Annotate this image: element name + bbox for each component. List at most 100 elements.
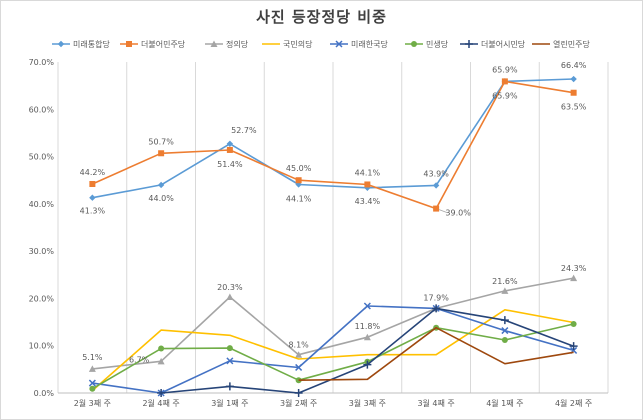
legend-marker-2 — [210, 40, 218, 47]
series-point-1 — [89, 180, 96, 187]
series-point-1 — [158, 150, 165, 157]
data-label: 66.4% — [561, 61, 587, 70]
data-label: 43.9% — [423, 169, 449, 178]
label-leader-line — [438, 209, 448, 213]
series-point-4 — [88, 379, 96, 387]
series-point-6 — [500, 316, 509, 325]
series-point-1 — [295, 177, 302, 184]
data-label: 50.7% — [148, 137, 174, 146]
series-line-5 — [91, 323, 574, 390]
legend-label-4: 미래한국당 — [351, 39, 388, 49]
x-tick-label: 3월 3째 주 — [349, 398, 386, 408]
series-point-1 — [501, 78, 508, 85]
series-point-5 — [89, 385, 96, 392]
series-point-0 — [570, 75, 577, 83]
series-point-2 — [88, 365, 96, 372]
series-point-0 — [432, 182, 440, 189]
series-point-4 — [295, 363, 303, 371]
series-point-4 — [363, 302, 371, 310]
series-point-0 — [364, 184, 371, 191]
data-label: 51.4% — [217, 160, 243, 169]
series-point-0 — [89, 194, 96, 201]
data-label: 65.9% — [492, 91, 518, 100]
data-label: 17.9% — [423, 293, 449, 302]
x-tick-label: 3월 4째 주 — [417, 398, 454, 408]
y-tick-label: 70.0% — [29, 58, 55, 67]
series-point-2 — [363, 333, 371, 341]
data-label: 44.1% — [355, 168, 381, 177]
series-point-2 — [501, 287, 509, 294]
legend-marker-0 — [57, 40, 65, 48]
series-point-4 — [226, 357, 234, 365]
data-label: 41.3% — [80, 207, 106, 216]
data-label: 11.8% — [355, 322, 381, 331]
x-tick-label: 2월 3째 주 — [74, 398, 111, 408]
legend-marker-1 — [126, 41, 132, 47]
x-tick-label: 4월 1째 주 — [486, 398, 523, 408]
data-label: 21.6% — [492, 277, 518, 286]
series-point-6 — [157, 389, 166, 397]
data-label: 24.3% — [561, 264, 587, 273]
x-tick-label: 3월 2째 주 — [280, 398, 317, 408]
series-point-2 — [295, 351, 303, 358]
data-label: 65.9% — [492, 65, 518, 74]
series-point-4 — [501, 327, 509, 335]
data-label: 43.4% — [355, 197, 381, 206]
legend-label-6: 더불어시민당 — [481, 39, 526, 49]
series-point-5 — [226, 345, 233, 352]
data-label: 20.3% — [217, 283, 243, 292]
legend-label-1: 더불어민주당 — [141, 39, 186, 49]
legend-label-3: 국민의당 — [283, 39, 313, 49]
y-tick-label: 40.0% — [29, 200, 55, 209]
x-tick-label: 2월 4째 주 — [142, 398, 179, 408]
data-label: 44.2% — [80, 168, 106, 177]
series-point-5 — [570, 320, 577, 327]
series-point-5 — [158, 345, 165, 352]
data-label: 45.0% — [286, 164, 312, 173]
data-label: 8.1% — [288, 341, 309, 350]
series-point-6 — [569, 342, 578, 351]
data-label: 52.7% — [231, 126, 257, 135]
series-point-6 — [225, 382, 234, 391]
series-point-6 — [363, 360, 372, 369]
series-point-0 — [157, 181, 165, 189]
series-line-7 — [298, 326, 574, 381]
series-point-6 — [294, 389, 303, 397]
series-line-2 — [92, 277, 574, 370]
legend-marker-4 — [335, 40, 343, 48]
series-point-0 — [226, 140, 234, 148]
x-tick-label: 4월 2째 주 — [555, 398, 592, 408]
data-label: 44.0% — [148, 194, 174, 203]
series-line-3 — [91, 309, 574, 392]
series-line-6 — [161, 307, 574, 394]
legend-label-7: 열린민주당 — [553, 39, 590, 49]
data-label: 39.0% — [445, 209, 471, 218]
series-point-2 — [226, 293, 234, 301]
series-line-0 — [92, 78, 574, 199]
x-tick-label: 3월 1째 주 — [211, 398, 248, 408]
series-point-1 — [433, 205, 440, 212]
series-point-2 — [570, 274, 578, 282]
series-line-1 — [92, 80, 574, 210]
y-tick-label: 0.0% — [34, 389, 55, 398]
legend-label-5: 민생당 — [426, 39, 449, 49]
y-tick-label: 20.0% — [29, 294, 55, 303]
series-point-1 — [226, 146, 233, 153]
chart-title: 사진 등장정당 비중 — [256, 8, 387, 26]
y-tick-label: 10.0% — [29, 342, 55, 351]
series-point-5 — [501, 337, 508, 344]
data-label: 63.5% — [561, 103, 587, 112]
series-point-1 — [364, 181, 371, 188]
series-line-4 — [92, 305, 574, 394]
legend-marker-5 — [411, 41, 417, 47]
series-point-2 — [157, 357, 165, 365]
legend-label-2: 정의당 — [226, 39, 249, 49]
legend-marker-6 — [465, 40, 473, 48]
series-point-1 — [570, 89, 577, 96]
legend-label-0: 미래통합당 — [73, 39, 110, 49]
data-label: 5.1% — [82, 353, 103, 362]
y-tick-label: 30.0% — [29, 247, 55, 256]
y-tick-label: 50.0% — [29, 153, 55, 162]
